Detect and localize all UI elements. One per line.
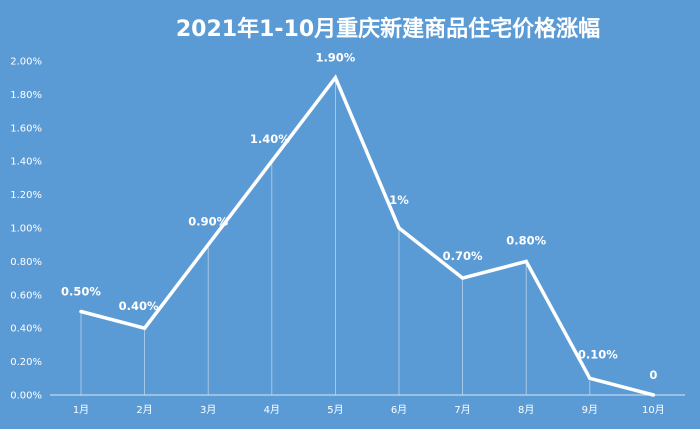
- chart-title: 2021年1-10月重庆新建商品住宅价格涨幅: [176, 16, 600, 42]
- data-label: 0.10%: [578, 347, 618, 361]
- data-label: 0.40%: [119, 299, 159, 313]
- data-point: [524, 259, 528, 263]
- y-tick-label: 0.60%: [10, 290, 42, 301]
- y-tick-label: 0.20%: [10, 357, 42, 368]
- x-tick-label: 5月: [327, 404, 343, 416]
- y-tick-label: 0.80%: [10, 257, 42, 268]
- x-tick-label: 9月: [582, 404, 598, 416]
- data-label: 1.40%: [250, 132, 290, 146]
- series-line: [79, 74, 656, 397]
- leader-lines: [80, 79, 591, 395]
- data-point: [651, 393, 655, 397]
- x-tick-label: 8月: [518, 404, 534, 416]
- series: [79, 74, 656, 397]
- x-tick-label: 2月: [136, 404, 152, 416]
- data-label: 0.80%: [506, 233, 546, 247]
- axes: 0.00% 0.20% 0.40% 0.60% 0.80% 1.00% 1.20% 1.40%…: [10, 57, 685, 416]
- y-tick-label: 1.00%: [10, 224, 42, 235]
- data-point: [79, 310, 83, 313]
- x-tick-label: 3月: [200, 404, 216, 416]
- data-label: 0.70%: [443, 249, 483, 263]
- data-label: 1%: [389, 193, 409, 207]
- data-label: 0: [649, 368, 657, 382]
- y-tick-label: 1.40%: [10, 157, 42, 168]
- x-tick-label: 7月: [454, 404, 470, 416]
- data-point: [461, 276, 465, 280]
- x-tick-label: 6月: [391, 404, 407, 416]
- x-tick-label: 1月: [73, 404, 89, 416]
- data-point: [333, 76, 337, 80]
- data-point: [270, 159, 274, 163]
- data-point: [588, 376, 592, 380]
- y-tick-label: 2.00%: [10, 57, 42, 68]
- data-label: 1.90%: [315, 51, 355, 65]
- y-tick-label: 0.40%: [10, 324, 42, 335]
- data-label: 0.50%: [61, 285, 101, 299]
- data-point: [397, 226, 401, 230]
- y-tick-label: 0.00%: [10, 391, 42, 402]
- y-tick-label: 1.80%: [10, 90, 42, 101]
- y-tick-label: 1.20%: [10, 190, 42, 201]
- data-label: 0.90%: [188, 215, 228, 229]
- data-point: [206, 243, 210, 247]
- x-tick-label: 4月: [264, 404, 280, 416]
- y-tick-label: 1.60%: [10, 123, 42, 134]
- data-labels: 0.50% 0.40% 0.90% 1.40% 1.90% 1% 0.70% 0.80% 0.1…: [61, 51, 657, 382]
- x-tick-label: 10月: [642, 404, 665, 416]
- data-point: [143, 326, 147, 330]
